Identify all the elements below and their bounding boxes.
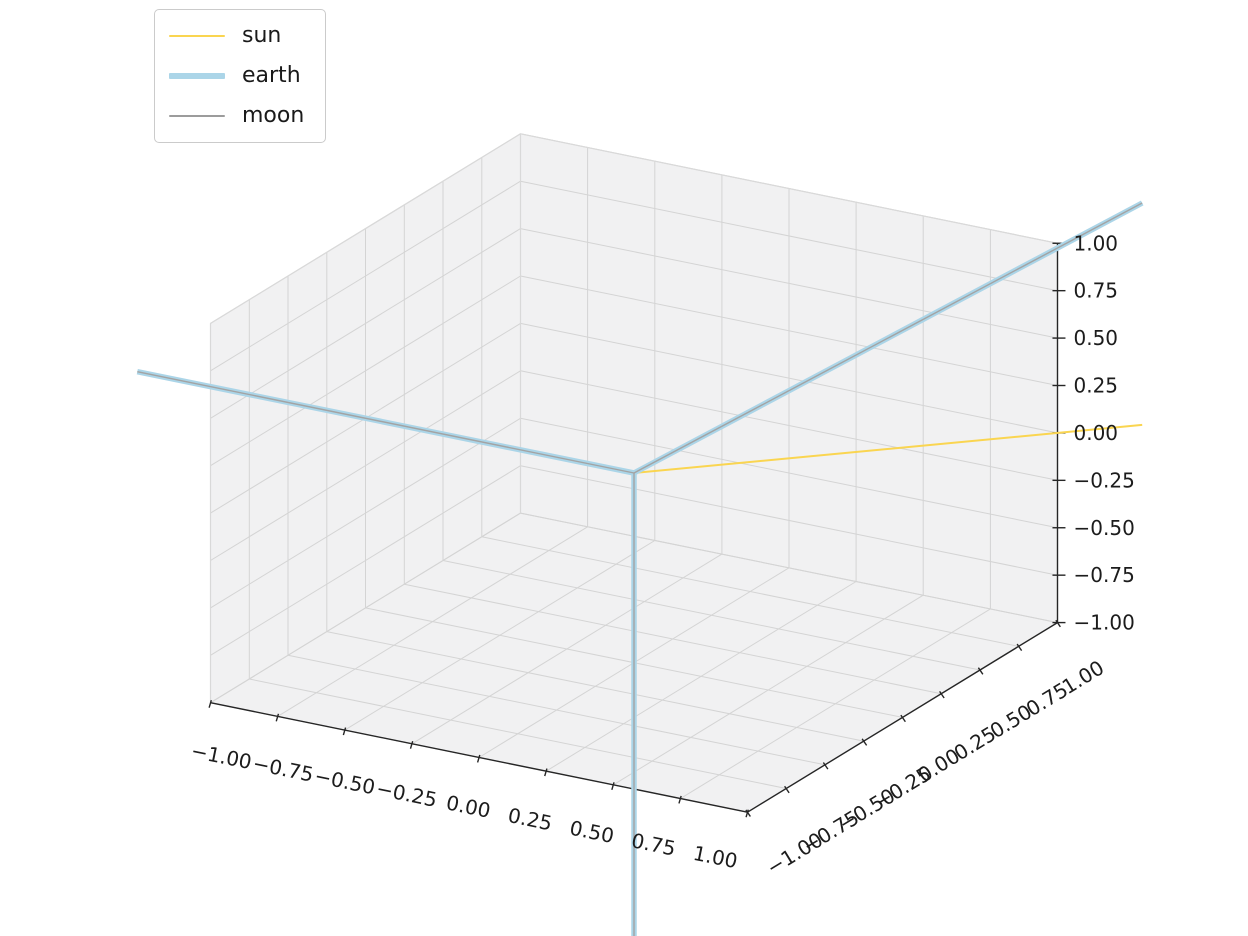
x-axis-tick (275, 713, 280, 722)
series-line-moon (137, 371, 635, 474)
y-axis-tick (822, 762, 829, 770)
grid-line (210, 180, 521, 372)
x-axis-tick (208, 699, 213, 708)
x-axis-tick (678, 795, 682, 804)
grid-line (404, 583, 942, 695)
grid-line (481, 536, 1019, 647)
legend-item-sun: sun (169, 16, 311, 56)
y-axis-tick (745, 809, 751, 817)
x-axis-tick-label: −1.00 (189, 738, 254, 774)
grid-line (520, 228, 1058, 339)
series-line-moon (633, 202, 1143, 474)
legend-item-earth: earth (169, 56, 311, 96)
legend-label: sun (242, 23, 282, 48)
x-axis-tick-label: 1.00 (691, 841, 739, 873)
y-axis-tick (784, 785, 790, 794)
grid-line (442, 560, 981, 671)
z-axis-tick-label: 0.75 (1074, 279, 1119, 303)
x-axis-tick-label: −0.75 (251, 751, 316, 787)
y-axis-tick-label: 1.00 (1058, 655, 1109, 699)
grid-line (210, 228, 521, 419)
z-axis-tick-label: 0.50 (1074, 326, 1119, 350)
y-axis-tick (977, 667, 984, 675)
legend-label: moon (242, 103, 305, 128)
x-axis-tick (611, 782, 615, 790)
legend-label: earth (242, 63, 301, 88)
x-axis-tick-label: 0.00 (444, 790, 492, 822)
legend-line-swatch-moon (169, 115, 225, 117)
z-axis-tick-label: −0.50 (1074, 516, 1135, 540)
z-axis-tick-label: 0.00 (1074, 421, 1119, 445)
x-axis-tick-label: −0.25 (374, 776, 439, 812)
box-edge (210, 133, 521, 324)
y-axis-tick (1016, 643, 1023, 651)
x-axis-tick (745, 809, 749, 818)
x-axis-tick-label: 0.25 (506, 803, 554, 835)
grid-line (520, 275, 1058, 386)
grid-line (520, 512, 1058, 624)
grid-line (520, 180, 1058, 292)
series-line-sun (633, 423, 1143, 474)
x-axis-tick-label: 0.50 (568, 816, 616, 848)
x-axis-tick (342, 727, 347, 736)
grid-line (210, 275, 521, 467)
y-axis-tick (1055, 619, 1061, 628)
grid-line (612, 594, 924, 786)
x-axis-tick (476, 754, 481, 763)
z-axis-tick-label: −0.75 (1074, 563, 1135, 587)
y-axis-tick (861, 738, 868, 746)
grid-line (545, 581, 857, 772)
z-axis-tick-label: −0.25 (1074, 468, 1135, 492)
x-axis-tick (409, 741, 414, 749)
z-axis-tick-label: 1.00 (1074, 231, 1119, 255)
z-axis-tick-label: −1.00 (1074, 611, 1135, 635)
legend: sun earth moon (154, 9, 326, 143)
legend-line-swatch-sun (169, 35, 225, 37)
legend-line-swatch-earth (169, 73, 225, 79)
box-edge (520, 133, 1058, 244)
legend-item-moon: moon (169, 96, 311, 136)
z-axis-tick-label: 0.25 (1074, 374, 1119, 398)
x-axis-tick-label: −0.50 (312, 764, 377, 800)
y-axis-tick (939, 691, 945, 699)
grid-line (680, 608, 991, 800)
x-axis-tick (544, 768, 548, 777)
y-axis-tick (900, 714, 906, 723)
grid-line (520, 322, 1058, 434)
